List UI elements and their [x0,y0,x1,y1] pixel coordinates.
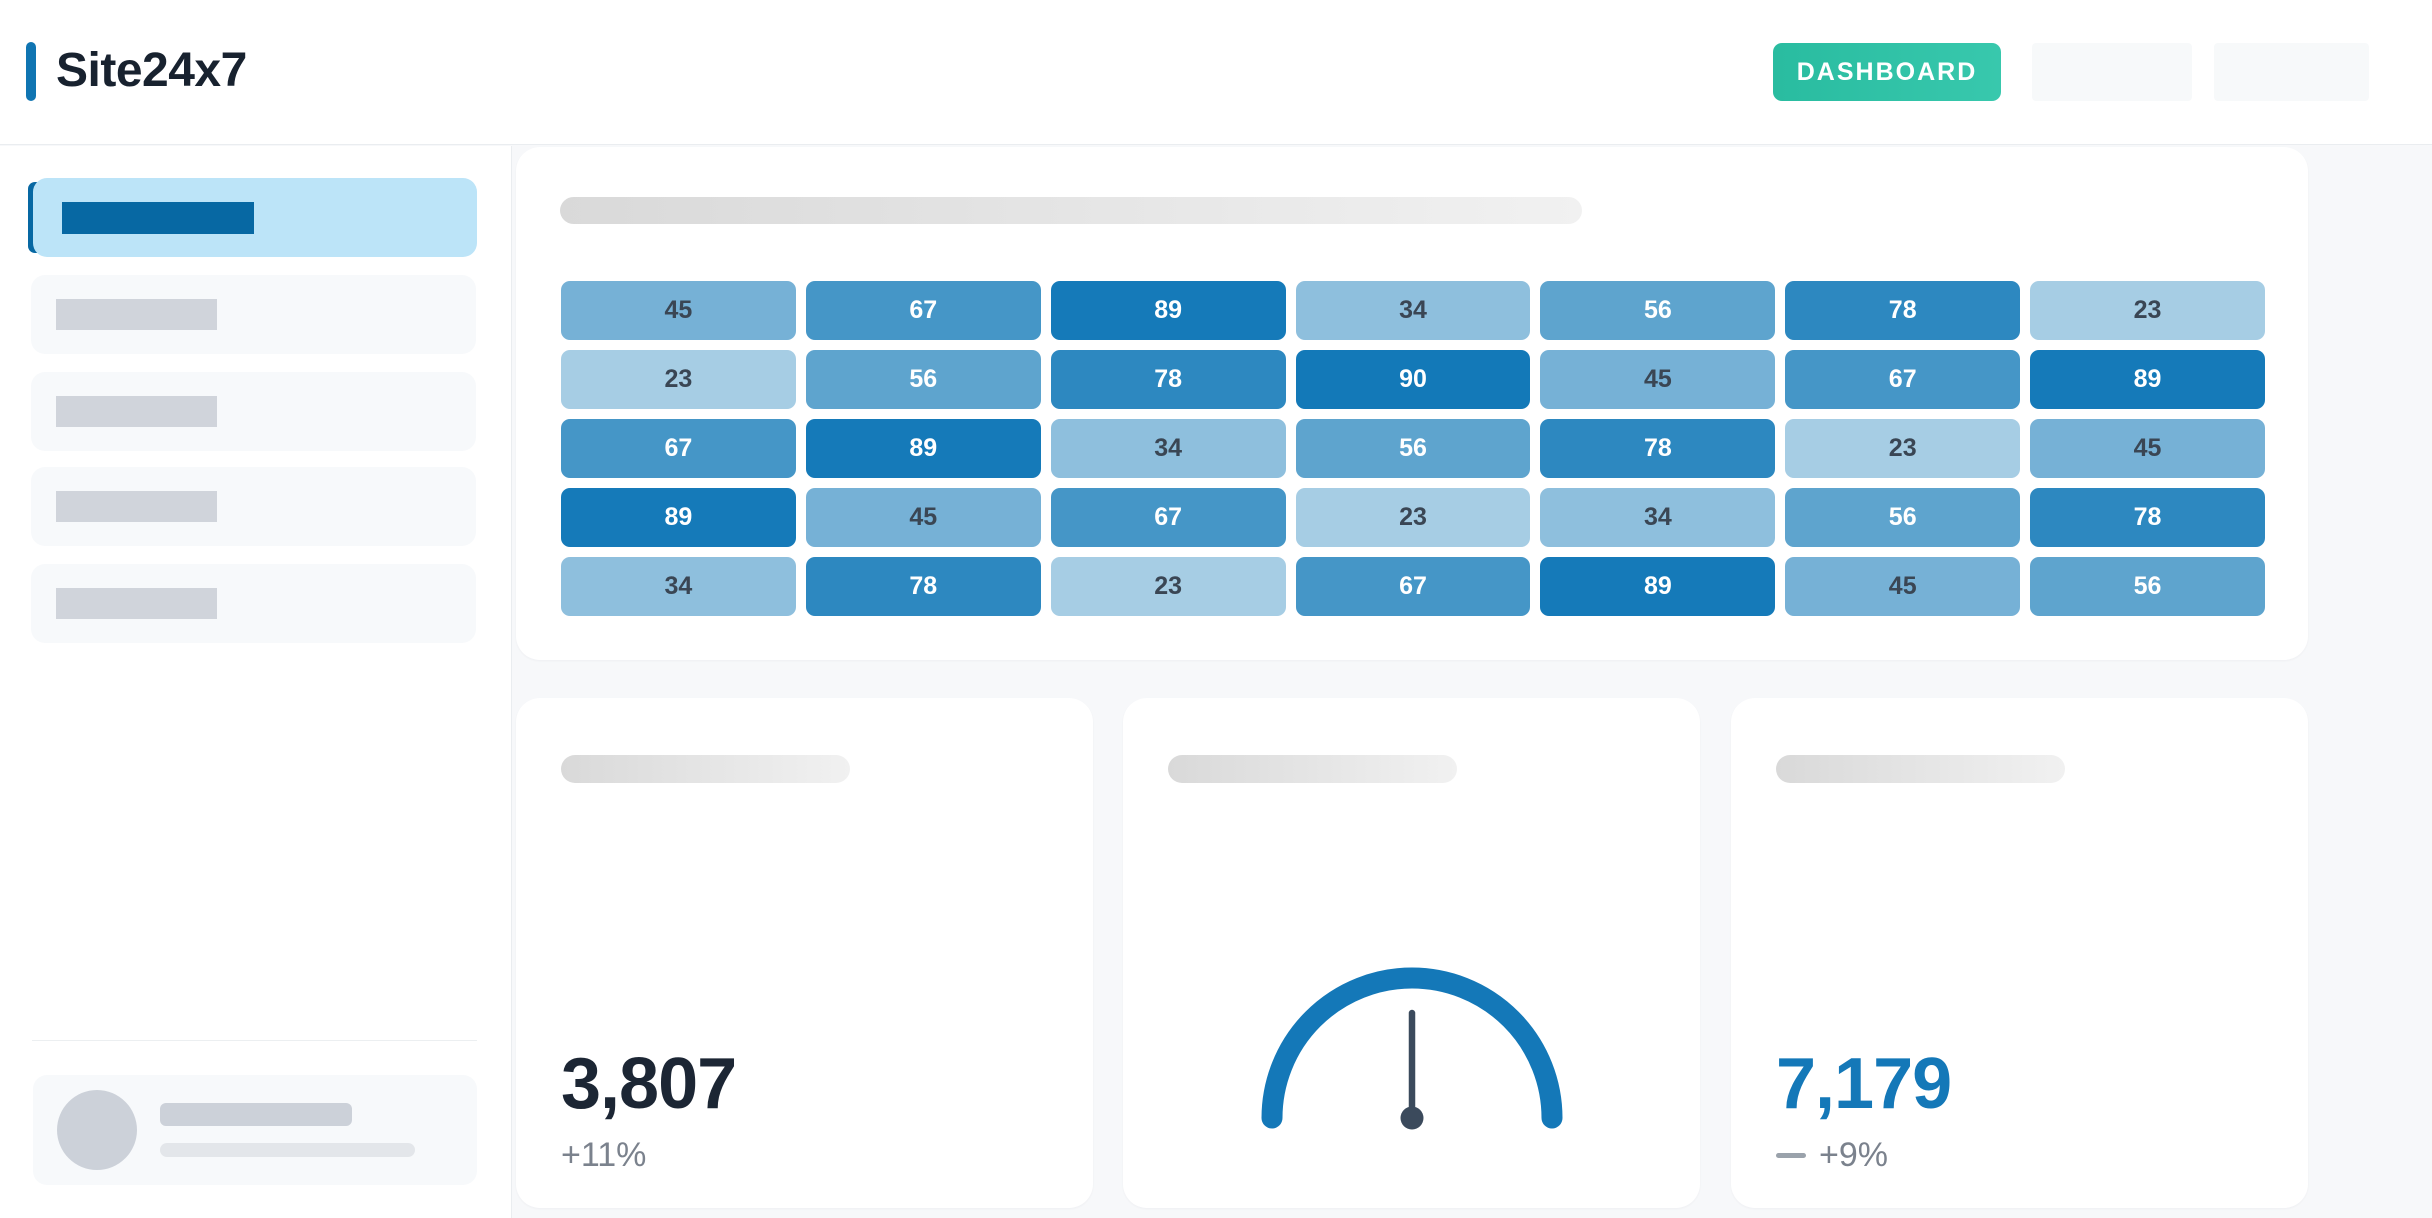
heatmap-cell[interactable]: 34 [1540,488,1776,547]
heatmap-cell[interactable]: 67 [805,281,1041,340]
heatmap-cell[interactable]: 89 [2030,350,2265,409]
heatmap-cell[interactable]: 45 [1785,557,2021,616]
card-title-skeleton [560,197,1582,224]
heatmap-cell[interactable]: 56 [1785,488,2021,547]
sidebar-item-skeleton[interactable] [31,372,476,451]
heatmap-cell[interactable]: 56 [805,350,1041,409]
heatmap-card: 45 67 89 34 56 78 23 23 56 78 90 45 67 89 67 89 34 56 78 23… [516,147,2308,660]
avatar [57,1090,137,1170]
card-title-skeleton [561,755,850,783]
item-label-skeleton [56,491,217,522]
heatmap-cell[interactable]: 45 [805,488,1041,547]
item-label-skeleton [56,396,217,427]
heatmap-cell[interactable]: 89 [805,419,1041,478]
header: Site24x7 DASHBOARD [0,0,2432,145]
gauge-card [1123,698,1700,1208]
heatmap-grid: 45 67 89 34 56 78 23 23 56 78 90 45 67 89 67 89 34 56 78 23… [561,281,2265,616]
heatmap-cell[interactable]: 89 [1050,281,1286,340]
heatmap-cell[interactable]: 67 [1050,488,1286,547]
logo-accent-bar [26,42,36,101]
sidebar-item-skeleton[interactable] [31,275,476,354]
heatmap-cell[interactable]: 78 [1540,419,1776,478]
heatmap-cell[interactable]: 67 [561,419,796,478]
delta-text: +11% [561,1135,647,1174]
gauge-arc [1261,967,1562,1129]
sidebar-item-skeleton[interactable] [31,564,476,643]
stat-value: 7,179 [1776,1044,1952,1124]
stat-card-right: 7,179 +9% [1731,698,2308,1208]
sidebar [0,146,512,1218]
sidebar-divider [32,1040,477,1041]
sidebar-item-active[interactable] [28,178,477,257]
heatmap-cell[interactable]: 67 [1295,557,1531,616]
heatmap-cell[interactable]: 34 [1050,419,1286,478]
card-title-skeleton [1776,755,2065,783]
heatmap-cell[interactable]: 78 [1785,281,2021,340]
heatmap-cell[interactable]: 34 [561,557,796,616]
stat-card-left: 3,807 +11% [516,698,1093,1208]
item-label-skeleton [56,588,217,619]
user-role-skeleton [160,1143,415,1157]
heatmap-cell[interactable]: 56 [1540,281,1776,340]
heatmap-cell[interactable]: 23 [1050,557,1286,616]
card-title-skeleton [1168,755,1457,783]
gauge-chart [1261,967,1562,1130]
logo-text: Site24x7 [56,44,247,97]
stat-delta: +11% [561,1135,646,1175]
heatmap-cell[interactable]: 78 [2030,488,2265,547]
heatmap-cell[interactable]: 23 [2030,281,2265,340]
heatmap-cell[interactable]: 90 [1295,350,1531,409]
gauge-needle-pivot [1400,1106,1423,1130]
heatmap-cell[interactable]: 23 [1785,419,2021,478]
heatmap-cell[interactable]: 67 [1785,350,2021,409]
heatmap-cell[interactable]: 34 [1295,281,1531,340]
heatmap-cell[interactable]: 56 [1295,419,1531,478]
heatmap-cell[interactable]: 78 [805,557,1041,616]
heatmap-cell[interactable]: 89 [1540,557,1776,616]
dash-icon [1776,1152,1806,1158]
heatmap-cell[interactable]: 23 [561,350,796,409]
heatmap-cell[interactable]: 45 [1540,350,1776,409]
heatmap-cell[interactable]: 89 [561,488,796,547]
heatmap-cell[interactable]: 23 [1295,488,1531,547]
dashboard-button[interactable]: DASHBOARD [1773,43,2001,101]
delta-text: +9% [1819,1135,1888,1174]
stat-delta: +9% [1776,1135,1888,1175]
header-placeholder-button-2[interactable] [2214,43,2369,101]
heatmap-cell[interactable]: 45 [561,281,796,340]
heatmap-cell[interactable]: 45 [2030,419,2265,478]
sidebar-item-skeleton[interactable] [31,467,476,546]
active-item-label-skeleton [62,202,254,234]
heatmap-cell[interactable]: 56 [2030,557,2265,616]
user-name-skeleton [160,1103,352,1126]
user-profile[interactable] [33,1075,477,1185]
stat-value: 3,807 [561,1044,737,1124]
heatmap-cell[interactable]: 78 [1050,350,1286,409]
item-label-skeleton [56,299,217,330]
header-placeholder-button-1[interactable] [2032,43,2192,101]
